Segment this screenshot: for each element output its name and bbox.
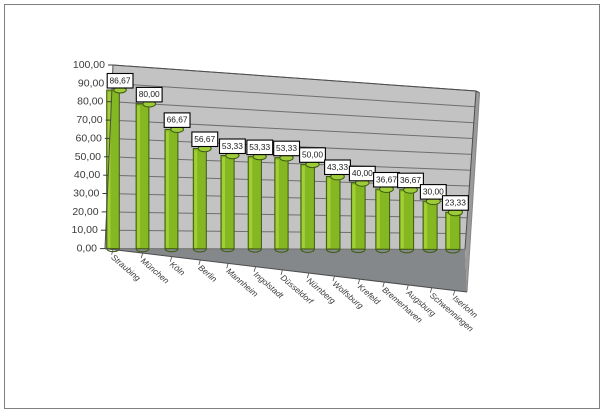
- svg-text:Berlin: Berlin: [196, 262, 219, 284]
- svg-text:0,00: 0,00: [77, 243, 98, 255]
- svg-text:80,00: 80,00: [77, 96, 103, 108]
- svg-text:10,00: 10,00: [72, 224, 98, 236]
- svg-text:100,00: 100,00: [73, 59, 105, 71]
- svg-text:36,67: 36,67: [400, 175, 421, 185]
- svg-text:53,33: 53,33: [276, 143, 297, 153]
- svg-text:30,00: 30,00: [423, 186, 444, 196]
- svg-text:Mannheim: Mannheim: [224, 266, 260, 299]
- svg-text:53,33: 53,33: [249, 142, 270, 152]
- svg-text:50,00: 50,00: [302, 150, 323, 160]
- svg-text:60,00: 60,00: [76, 132, 102, 144]
- svg-text:80,00: 80,00: [139, 89, 160, 99]
- svg-text:23,33: 23,33: [445, 198, 466, 208]
- svg-text:50,00: 50,00: [75, 151, 101, 163]
- svg-text:70,00: 70,00: [76, 114, 102, 126]
- svg-text:86,67: 86,67: [110, 75, 131, 85]
- svg-text:20,00: 20,00: [72, 206, 98, 218]
- svg-text:30,00: 30,00: [73, 188, 99, 200]
- svg-text:66,67: 66,67: [167, 115, 188, 125]
- svg-text:Köln: Köln: [168, 259, 187, 278]
- svg-text:40,00: 40,00: [352, 168, 373, 178]
- svg-text:90,00: 90,00: [78, 77, 104, 89]
- svg-text:Straubing: Straubing: [109, 252, 143, 283]
- svg-text:43,33: 43,33: [327, 162, 348, 172]
- svg-text:53,33: 53,33: [222, 141, 243, 151]
- svg-text:56,67: 56,67: [194, 134, 215, 144]
- svg-text:40,00: 40,00: [74, 169, 100, 181]
- svg-text:36,67: 36,67: [376, 174, 397, 184]
- svg-text:München: München: [139, 256, 172, 286]
